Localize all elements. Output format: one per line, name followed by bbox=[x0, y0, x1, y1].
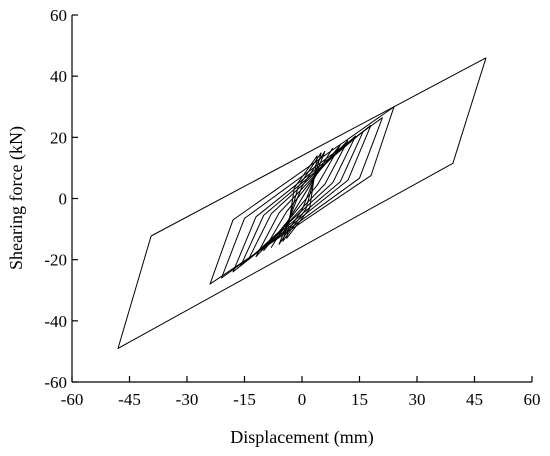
hysteresis-loop bbox=[263, 144, 341, 251]
hysteresis-loop bbox=[221, 117, 383, 279]
x-tick-label: 15 bbox=[351, 390, 368, 409]
x-axis-ticks: -60 -45 -30 -15 0 15 30 45 60 bbox=[61, 376, 541, 409]
x-tick-label: -15 bbox=[233, 390, 256, 409]
y-tick-label: 0 bbox=[59, 190, 68, 209]
hysteresis-loop bbox=[117, 57, 487, 349]
y-tick-label: 60 bbox=[50, 6, 67, 25]
hysteresis-loop bbox=[209, 106, 395, 285]
y-tick-label: 20 bbox=[50, 128, 67, 147]
x-tick-label: 60 bbox=[524, 390, 541, 409]
x-tick-label: -60 bbox=[61, 390, 84, 409]
x-tick-label: -45 bbox=[118, 390, 141, 409]
hysteresis-loop bbox=[255, 140, 349, 258]
y-tick-label: 40 bbox=[50, 67, 67, 86]
plot-area: -60 -45 -30 -15 0 15 30 45 60 -60 -40 -20 0 20 40 60 bbox=[44, 6, 540, 409]
x-tick-label: 30 bbox=[409, 390, 426, 409]
hysteresis-loop bbox=[282, 152, 322, 242]
y-axis-label: Shearing force (kN) bbox=[6, 126, 27, 270]
x-tick-label: 45 bbox=[466, 390, 483, 409]
y-axis-ticks: -60 -40 -20 0 20 40 60 bbox=[44, 6, 78, 392]
y-tick-label: -60 bbox=[44, 373, 67, 392]
y-tick-label: -40 bbox=[44, 312, 67, 331]
x-tick-label: 0 bbox=[298, 390, 307, 409]
hysteresis-loop bbox=[232, 124, 372, 273]
y-tick-label: -20 bbox=[44, 251, 67, 270]
hysteresis-loops bbox=[117, 57, 487, 349]
x-axis-label: Displacement (mm) bbox=[230, 427, 373, 448]
x-tick-label: -30 bbox=[176, 390, 199, 409]
